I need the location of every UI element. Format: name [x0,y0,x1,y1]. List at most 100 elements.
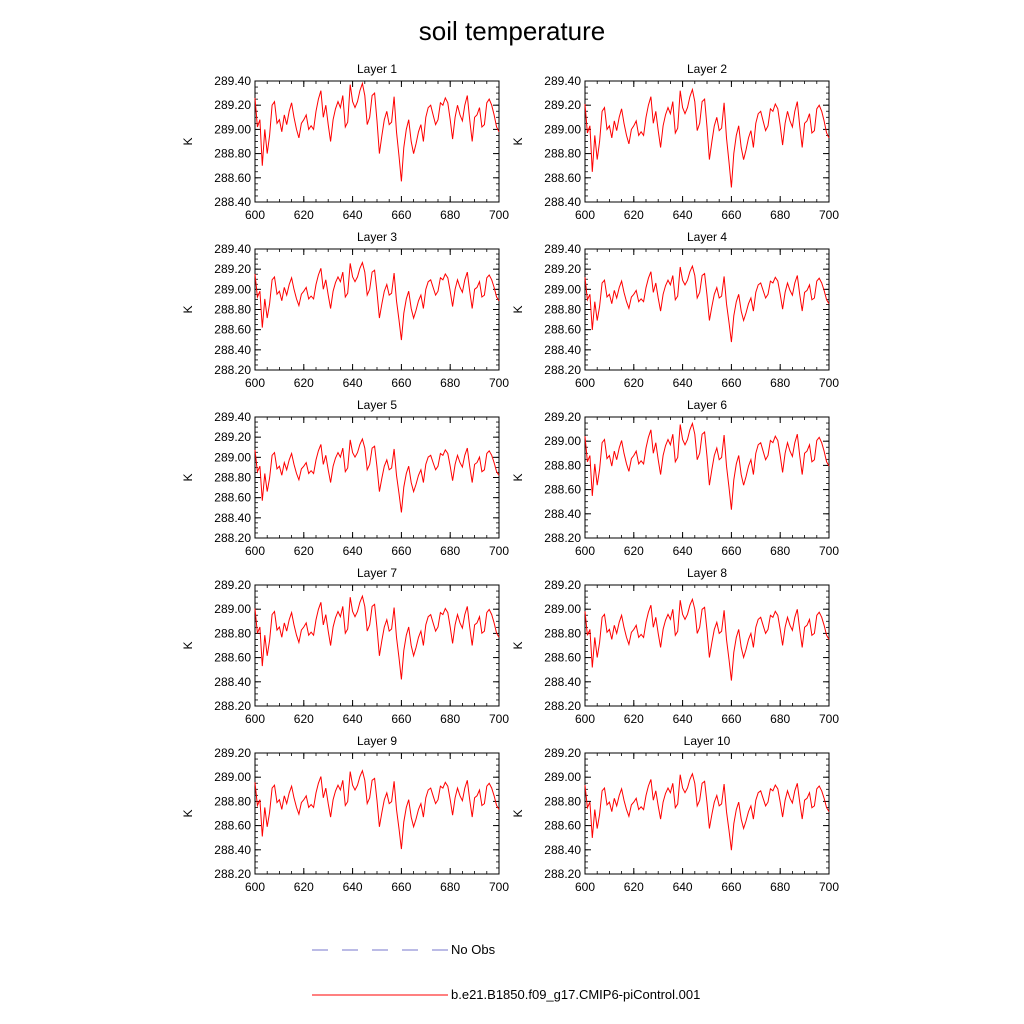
x-tick-label: 660 [721,880,741,894]
x-tick-label: 640 [673,208,693,222]
plot-frame [254,416,500,539]
panel-layer-1: Layer 1 K 288.40 288.60 288.80 289.00 289.20 28… [181,62,509,222]
y-tick-label: 288.20 [544,699,581,713]
y-axis-label: K [181,137,195,145]
y-tick-label: 288.80 [214,147,251,161]
y-tick-label: 288.20 [214,699,251,713]
y-tick-label: 288.20 [544,531,581,545]
y-tick-label: 289.40 [544,74,581,88]
y-axis-label: K [511,809,525,817]
y-axis-label: K [181,305,195,313]
series-line [584,772,830,851]
y-tick-label: 288.80 [544,147,581,161]
x-tick-label: 600 [245,880,265,894]
y-tick-label: 289.20 [544,746,581,760]
y-axis-label: K [181,473,195,481]
panel-layer-2: Layer 2 K 288.40 288.60 288.80 289.00 289.20 28… [511,62,839,222]
x-tick-label: 620 [294,544,314,558]
x-tick-label: 660 [391,880,411,894]
figure-title: soil temperature [419,16,605,46]
y-tick-label: 288.60 [214,171,251,185]
x-tick-label: 660 [391,376,411,390]
y-tick-label: 288.80 [544,303,581,317]
y-tick-label: 289.00 [544,434,581,448]
panel-title: Layer 2 [687,62,727,76]
y-tick-label: 289.20 [214,746,251,760]
y-tick-label: 289.00 [544,602,581,616]
x-tick-label: 660 [721,712,741,726]
x-tick-label: 700 [819,376,839,390]
y-tick-label: 288.80 [214,471,251,485]
panel-layer-6: Layer 6 K 288.20 288.40 288.60 288.80 289.00 28… [511,398,839,558]
y-axis-label: K [181,809,195,817]
x-tick-label: 600 [575,712,595,726]
series-line [254,81,500,182]
y-tick-label: 288.40 [214,675,251,689]
panel-title: Layer 4 [687,230,727,244]
y-tick-label: 288.80 [214,626,251,640]
y-tick-label: 289.00 [214,602,251,616]
x-tick-label: 700 [819,880,839,894]
plot-frame [584,416,830,539]
y-tick-label: 288.80 [544,794,581,808]
x-tick-label: 600 [575,376,595,390]
plot-frame [584,752,830,875]
x-tick-label: 640 [673,544,693,558]
y-tick-label: 288.40 [214,195,251,209]
y-tick-label: 288.80 [214,303,251,317]
y-axis-label: K [511,137,525,145]
x-tick-label: 600 [245,376,265,390]
y-tick-label: 289.40 [214,410,251,424]
panel-title: Layer 10 [684,734,731,748]
y-tick-label: 289.00 [544,770,581,784]
y-tick-label: 289.00 [214,122,251,136]
panel-title: Layer 1 [357,62,397,76]
y-tick-label: 288.60 [544,483,581,497]
x-tick-label: 680 [440,712,460,726]
x-tick-label: 700 [819,544,839,558]
x-tick-label: 620 [624,880,644,894]
x-tick-label: 640 [673,712,693,726]
legend-label-model: b.e21.B1850.f09_g17.CMIP6-piControl.001 [451,987,700,1002]
x-tick-label: 620 [624,544,644,558]
legend: No Obs b.e21.B1850.f09_g17.CMIP6-piContr… [312,942,700,1002]
x-tick-label: 680 [770,376,790,390]
panel-layer-10: Layer 10 K 288.20 288.40 288.60 288.80 289.00 2… [511,734,839,894]
x-tick-label: 600 [575,208,595,222]
y-tick-label: 288.60 [544,323,581,337]
y-tick-label: 289.40 [544,242,581,256]
plot-frame [254,584,500,707]
x-tick-label: 700 [819,712,839,726]
y-axis-label: K [511,305,525,313]
x-tick-label: 680 [440,880,460,894]
y-tick-label: 288.80 [544,458,581,472]
y-tick-label: 288.20 [214,531,251,545]
x-tick-label: 620 [294,712,314,726]
x-tick-label: 620 [624,376,644,390]
y-tick-label: 289.20 [544,262,581,276]
panel-title: Layer 5 [357,398,397,412]
x-tick-label: 620 [624,712,644,726]
y-tick-label: 289.20 [544,410,581,424]
x-tick-label: 640 [343,712,363,726]
x-tick-label: 700 [489,208,509,222]
panel-layer-4: Layer 4 K 288.20 288.40 288.60 288.80 289.00 28… [511,230,839,390]
y-tick-label: 288.40 [544,195,581,209]
y-tick-label: 288.20 [214,867,251,881]
y-tick-label: 288.60 [214,491,251,505]
plot-frame [254,80,500,203]
x-tick-label: 700 [489,880,509,894]
panel-title: Layer 3 [357,230,397,244]
series-line [584,597,830,681]
y-tick-label: 288.20 [544,363,581,377]
y-tick-label: 289.40 [214,74,251,88]
y-tick-label: 289.20 [214,262,251,276]
panel-title: Layer 9 [357,734,397,748]
x-tick-label: 600 [245,208,265,222]
panel-layer-7: Layer 7 K 288.20 288.40 288.60 288.80 289.00 28… [181,566,509,726]
y-axis-label: K [511,641,525,649]
x-tick-label: 660 [391,544,411,558]
legend-label-no-obs: No Obs [451,942,496,957]
x-tick-label: 660 [721,544,741,558]
